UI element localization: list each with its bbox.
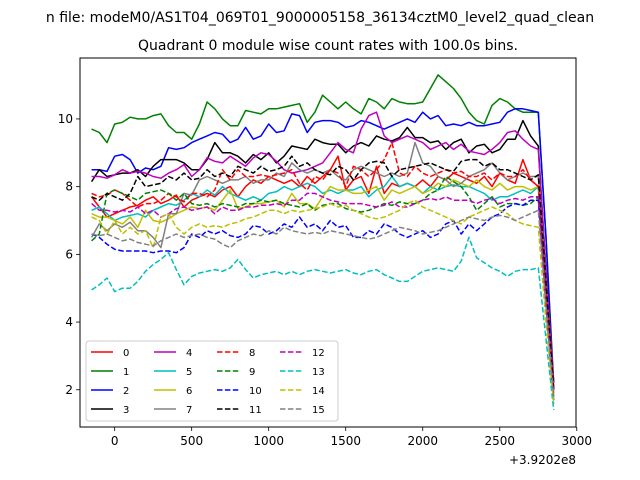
series-5-line (91, 175, 555, 400)
legend-box (85, 340, 339, 422)
legend-label-13: 13 (312, 367, 325, 378)
x-tick-label: 3000 (561, 434, 592, 448)
legend-label-9: 9 (249, 367, 255, 378)
series-9-line (91, 175, 555, 400)
x-axis-offset-label: +3.9202e8 (509, 453, 576, 467)
chart-title: Quadrant 0 module wise count rates with … (138, 38, 518, 54)
legend-label-15: 15 (312, 405, 325, 416)
legend-label-10: 10 (249, 386, 262, 397)
y-tick-label: 4 (65, 315, 73, 329)
series-layer (90, 74, 555, 411)
legend-label-4: 4 (186, 348, 192, 359)
series-3-line (90, 119, 555, 384)
legend-label-0: 0 (123, 348, 129, 359)
legend-label-11: 11 (249, 405, 262, 416)
y-tick-label: 10 (58, 112, 73, 126)
series-13-line (91, 236, 555, 411)
legend-label-5: 5 (186, 367, 192, 378)
series-10-line (91, 199, 555, 404)
series-11-line (91, 155, 555, 390)
legend-label-6: 6 (186, 386, 192, 397)
legend-label-1: 1 (123, 367, 129, 378)
legend-label-14: 14 (312, 386, 325, 397)
y-axis-ticks: 2 4 6 8 10 (58, 112, 80, 397)
y-tick-label: 2 (65, 383, 73, 397)
figure-suptitle: n file: modeM0/AS1T04_069T01_9000005158_… (46, 10, 594, 26)
series-4-line (91, 111, 555, 384)
x-tick-label: 2000 (407, 434, 438, 448)
x-tick-label: 500 (180, 434, 203, 448)
legend-label-7: 7 (186, 405, 192, 416)
series-14-line (91, 199, 555, 404)
x-axis-ticks: 0 500 1000 1500 2000 2500 3000 (111, 427, 592, 448)
series-1-line (91, 74, 555, 384)
legend-label-2: 2 (123, 386, 129, 397)
x-tick-label: 2500 (484, 434, 515, 448)
legend-label-8: 8 (249, 348, 255, 359)
x-tick-label: 1000 (253, 434, 284, 448)
plot-frame (79, 57, 577, 428)
y-tick-label: 6 (65, 247, 73, 261)
series-15-line (91, 209, 555, 397)
y-tick-label: 8 (65, 180, 73, 194)
series-2-line (91, 108, 555, 390)
x-tick-label: 1500 (330, 434, 361, 448)
legend-label-3: 3 (123, 405, 129, 416)
series-0-line (91, 155, 555, 390)
legend-label-12: 12 (312, 348, 325, 359)
x-tick-label: 0 (111, 434, 119, 448)
